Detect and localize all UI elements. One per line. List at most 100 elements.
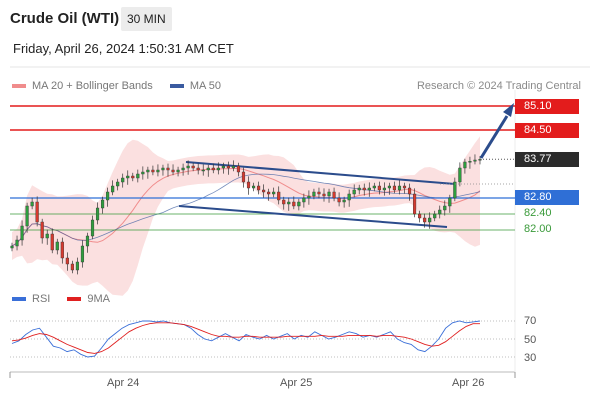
candle-body [342, 199, 346, 203]
candle-body [413, 193, 417, 215]
legend-rsi-label: RSI [32, 293, 51, 305]
rsi-tick-50: 50 [524, 334, 537, 346]
rsi-ma-line [11, 322, 480, 354]
candle-body [312, 191, 316, 197]
price-tag-pivot: 82.80 [515, 190, 579, 205]
candle-body [357, 187, 361, 191]
candle-body [402, 185, 407, 189]
candle-body [458, 167, 462, 183]
projection-arrowhead [503, 103, 514, 117]
channel-upper-line [185, 161, 456, 185]
candle-body [251, 185, 256, 189]
candle-body [347, 193, 351, 201]
candle-body [171, 169, 175, 173]
chart-header: Crude Oil (WTI) 30 MIN [0, 0, 590, 38]
candle-body [211, 167, 215, 171]
legend-ma50-label: MA 50 [189, 80, 222, 92]
candle-body [241, 171, 246, 183]
ma20-swatch [12, 84, 26, 89]
candle-body [50, 233, 54, 251]
candle-body [307, 195, 311, 199]
price-tag-last: 83.77 [515, 152, 579, 167]
candle-body [25, 205, 29, 227]
price-label-s1: 82.40 [524, 207, 552, 219]
candle-body [226, 165, 230, 169]
candle-body [322, 193, 326, 197]
candle-body [126, 175, 130, 179]
candle-body [106, 191, 110, 201]
candle-body [121, 177, 125, 183]
candle-body [367, 187, 371, 191]
candle-body [433, 213, 437, 219]
candle-body [473, 159, 477, 162]
ma50-swatch [169, 84, 184, 89]
candle-body [30, 201, 34, 207]
projection-arrow [479, 115, 509, 159]
ma50-line [11, 173, 481, 247]
candle-body [352, 189, 356, 195]
legend-ma20-label: MA 20 + Bollinger Bands [32, 80, 153, 92]
copyright-text: Research © 2024 Trading Central [416, 80, 581, 92]
candle-body [267, 191, 271, 195]
candle-body [277, 191, 281, 201]
candle-body [221, 165, 225, 169]
candle-body [116, 181, 120, 187]
candle-body [181, 167, 185, 171]
candle-body [90, 219, 95, 237]
candle-body [35, 201, 39, 223]
ma20-line [11, 168, 481, 247]
candle-body [141, 171, 145, 175]
candle-body [382, 187, 386, 191]
price-label-s2: 82.00 [524, 223, 552, 235]
candle-body [302, 197, 306, 203]
candle-body [231, 165, 235, 169]
candle-body [166, 167, 170, 171]
candle-body [151, 169, 155, 173]
candle-body [176, 169, 180, 173]
candle-body [216, 167, 220, 171]
candle-body [206, 167, 210, 171]
rsi-legend: RSI 9MA [12, 293, 124, 305]
candle-body [236, 165, 241, 173]
candle-body [101, 199, 105, 209]
rsi-tick-70: 70 [524, 315, 537, 327]
instrument-title: Crude Oil (WTI) [10, 10, 120, 27]
x-tick-apr25: Apr 25 [280, 377, 313, 389]
candle-body [448, 197, 452, 207]
candle-body [332, 191, 336, 199]
candle-body [246, 181, 251, 189]
candle-body [146, 169, 150, 173]
legend-rsi: RSI [12, 293, 50, 305]
candle-body [196, 167, 200, 171]
channel-lower-line [178, 205, 448, 228]
interval-button[interactable]: 30 MIN [121, 7, 172, 31]
candle-body [55, 241, 59, 251]
timestamp: Friday, April 26, 2024 1:50:31 AM CET [13, 41, 234, 56]
candle-body [131, 175, 135, 179]
candle-body [392, 185, 397, 191]
candle-body [95, 207, 100, 221]
x-tick-apr26: Apr 26 [452, 377, 485, 389]
candle-body [45, 233, 49, 239]
candle-body [85, 235, 90, 247]
candle-body [257, 185, 261, 191]
candle-body [70, 263, 74, 271]
candle-body [428, 217, 432, 223]
candle-body [443, 205, 447, 211]
candle-body [186, 165, 190, 169]
candle-body [387, 185, 391, 189]
candle-body [10, 245, 14, 249]
x-tick-apr24: Apr 24 [107, 377, 140, 389]
candle-body [372, 185, 376, 189]
bollinger-band [12, 136, 480, 296]
legend-ma20: MA 20 + Bollinger Bands [12, 80, 153, 92]
candle-body [65, 257, 69, 265]
candle-body [463, 161, 467, 169]
candle-body [287, 201, 291, 205]
candle-body [468, 160, 472, 163]
price-tag-r2: 85.10 [515, 99, 579, 114]
candle-body [282, 199, 286, 205]
candle-body [15, 239, 19, 247]
candle-body [80, 245, 85, 263]
candle-body [327, 191, 331, 197]
